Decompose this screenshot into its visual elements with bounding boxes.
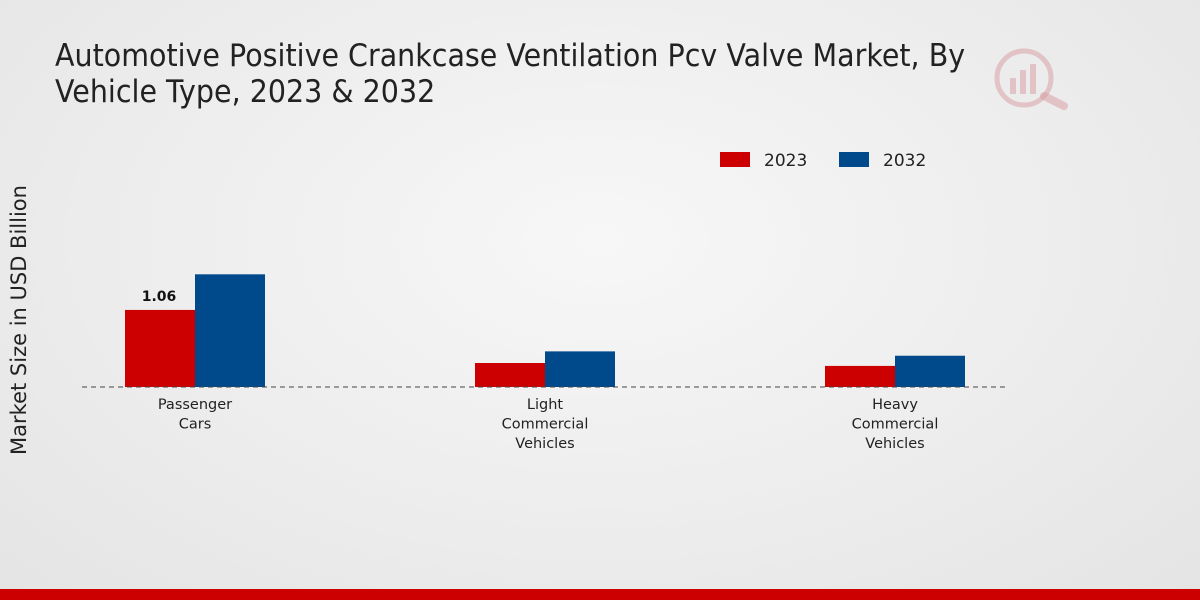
y-axis-label: Market Size in USD Billion — [7, 185, 31, 455]
bar-2023-1 — [475, 363, 545, 387]
legend-label-2032: 2032 — [883, 151, 926, 171]
x-tick-label: Commercial — [852, 417, 939, 433]
x-tick-label: Commercial — [502, 417, 589, 433]
x-tick-label: Light — [527, 397, 564, 413]
bar-2032-0 — [195, 274, 265, 387]
x-tick-label: Passenger — [158, 397, 232, 413]
x-tick-label: Cars — [179, 417, 212, 433]
x-tick-label: Heavy — [872, 397, 918, 413]
bar-2023-2 — [825, 365, 895, 387]
brand-logo-icon — [994, 48, 1068, 110]
bar-2032-1 — [545, 351, 615, 387]
legend-swatch-2032 — [839, 152, 869, 167]
chart-title: Automotive Positive Crankcase Ventilatio… — [55, 38, 966, 110]
legend-label-2023: 2023 — [764, 151, 807, 171]
legend-swatch-2023 — [720, 152, 750, 167]
data-label: 1.06 — [142, 289, 177, 305]
bar-2032-2 — [895, 355, 965, 387]
x-tick-label: Vehicles — [515, 436, 574, 452]
bar-2023-0 — [125, 309, 195, 387]
footer-accent-bar — [0, 589, 1200, 600]
x-tick-label: Vehicles — [865, 436, 924, 452]
